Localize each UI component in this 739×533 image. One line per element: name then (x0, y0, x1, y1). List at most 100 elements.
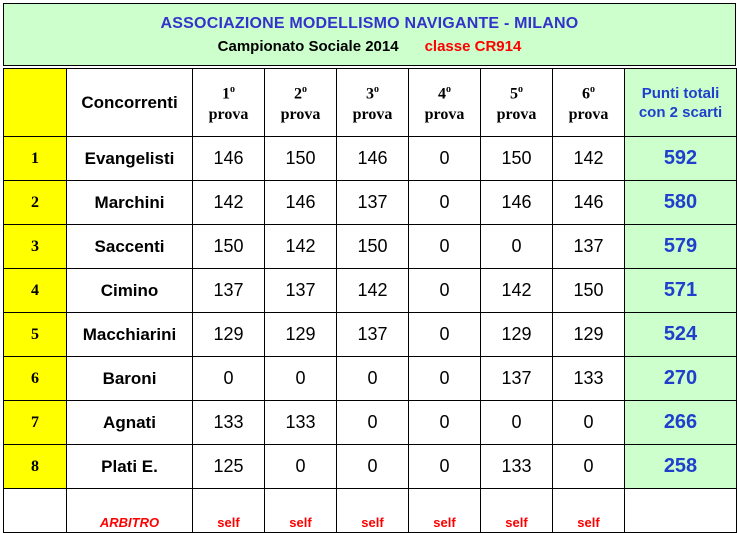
prova-label: prova (280, 105, 321, 123)
arbitro-value: self (192, 488, 265, 533)
arbitro-value: self (336, 488, 409, 533)
score-cell: 0 (192, 356, 265, 401)
score-cell: 0 (408, 268, 481, 313)
standings-rows: 1 Evangelisti 146 150 146 0 150 142 592 2 Marchini… (3, 136, 737, 489)
score-cell: 0 (408, 444, 481, 489)
table-row: 6 Baroni 0 0 0 0 137 133 270 (3, 356, 737, 401)
rank-header-cell (3, 68, 67, 137)
total-points: 266 (624, 400, 737, 445)
score-cell: 133 (192, 400, 265, 445)
score-cell: 133 (480, 444, 553, 489)
score-cell: 146 (552, 180, 625, 225)
name-column-header: Concorrenti (66, 68, 193, 137)
ordinal-mark: o (446, 84, 451, 96)
score-cell: 137 (480, 356, 553, 401)
score-cell: 142 (264, 224, 337, 269)
prova-5-number: 5 (510, 85, 518, 103)
prova-4-number: 4 (438, 85, 446, 103)
rank-cell: 2 (3, 180, 67, 225)
rank-cell: 4 (3, 268, 67, 313)
prova-2-number: 2 (294, 85, 302, 103)
total-points: 579 (624, 224, 737, 269)
ordinal-mark: o (590, 84, 595, 96)
prova-6-header: 6o prova (552, 68, 625, 137)
score-cell: 146 (336, 136, 409, 181)
rank-cell: 6 (3, 356, 67, 401)
prova-1-header: 1o prova (192, 68, 265, 137)
score-cell: 0 (264, 444, 337, 489)
prova-label: prova (208, 105, 249, 123)
total-points: 270 (624, 356, 737, 401)
score-cell: 142 (552, 136, 625, 181)
score-cell: 150 (336, 224, 409, 269)
prova-3-number: 3 (366, 85, 374, 103)
competitor-name: Saccenti (66, 224, 193, 269)
prova-label: prova (568, 105, 609, 123)
table-row: 5 Macchiarini 129 129 137 0 129 129 524 (3, 312, 737, 357)
prova-5-header: 5o prova (480, 68, 553, 137)
score-cell: 150 (264, 136, 337, 181)
ordinal-mark: o (230, 84, 235, 96)
arbitro-row: ARBITRO self self self self self self (3, 488, 737, 533)
total-points: 580 (624, 180, 737, 225)
score-cell: 129 (480, 312, 553, 357)
prova-label: prova (352, 105, 393, 123)
class-label: classe CR914 (424, 38, 522, 55)
score-cell: 146 (480, 180, 553, 225)
score-cell: 150 (192, 224, 265, 269)
prova-6-number: 6 (582, 85, 590, 103)
competitor-name: Baroni (66, 356, 193, 401)
rank-cell: 1 (3, 136, 67, 181)
score-cell: 150 (552, 268, 625, 313)
score-cell: 133 (264, 400, 337, 445)
total-points: 524 (624, 312, 737, 357)
competitor-name: Evangelisti (66, 136, 193, 181)
prova-label: prova (496, 105, 537, 123)
association-title: ASSOCIAZIONE MODELLISMO NAVIGANTE - MILA… (160, 15, 579, 32)
rank-cell: 8 (3, 444, 67, 489)
prova-label: prova (424, 105, 465, 123)
score-cell: 0 (264, 356, 337, 401)
score-cell: 142 (480, 268, 553, 313)
footer-total-blank-cell (624, 488, 737, 533)
table-row: 3 Saccenti 150 142 150 0 0 137 579 (3, 224, 737, 269)
score-cell: 150 (480, 136, 553, 181)
score-cell: 0 (408, 180, 481, 225)
championship-name: Campionato Sociale 2014 (217, 38, 399, 55)
score-cell: 146 (192, 136, 265, 181)
rank-cell: 7 (3, 400, 67, 445)
ordinal-mark: o (374, 84, 379, 96)
score-cell: 0 (552, 400, 625, 445)
score-cell: 142 (336, 268, 409, 313)
total-header-line2: con 2 scarti (638, 103, 723, 121)
standings-table: Concorrenti 1o prova 2o prova 3o prova 4o pr… (3, 68, 737, 533)
score-cell: 0 (336, 356, 409, 401)
total-header-line1: Punti totali (641, 84, 720, 102)
competitor-name: Agnati (66, 400, 193, 445)
score-cell: 0 (408, 400, 481, 445)
table-row: 4 Cimino 137 137 142 0 142 150 571 (3, 268, 737, 313)
total-points: 258 (624, 444, 737, 489)
score-cell: 125 (192, 444, 265, 489)
rank-cell: 5 (3, 312, 67, 357)
score-cell: 0 (480, 400, 553, 445)
score-cell: 137 (264, 268, 337, 313)
championship-subtitle: Campionato Sociale 2014 classe CR914 (4, 38, 735, 55)
competitor-name: Marchini (66, 180, 193, 225)
prova-3-header: 3o prova (336, 68, 409, 137)
competitor-name: Macchiarini (66, 312, 193, 357)
score-cell: 0 (408, 224, 481, 269)
rank-cell: 3 (3, 224, 67, 269)
score-cell: 129 (552, 312, 625, 357)
score-cell: 133 (552, 356, 625, 401)
score-cell: 137 (192, 268, 265, 313)
competitor-name: Cimino (66, 268, 193, 313)
table-row: 7 Agnati 133 133 0 0 0 0 266 (3, 400, 737, 445)
score-cell: 0 (552, 444, 625, 489)
arbitro-value: self (480, 488, 553, 533)
score-cell: 137 (552, 224, 625, 269)
prova-1-number: 1 (222, 85, 230, 103)
prova-4-header: 4o prova (408, 68, 481, 137)
score-cell: 146 (264, 180, 337, 225)
